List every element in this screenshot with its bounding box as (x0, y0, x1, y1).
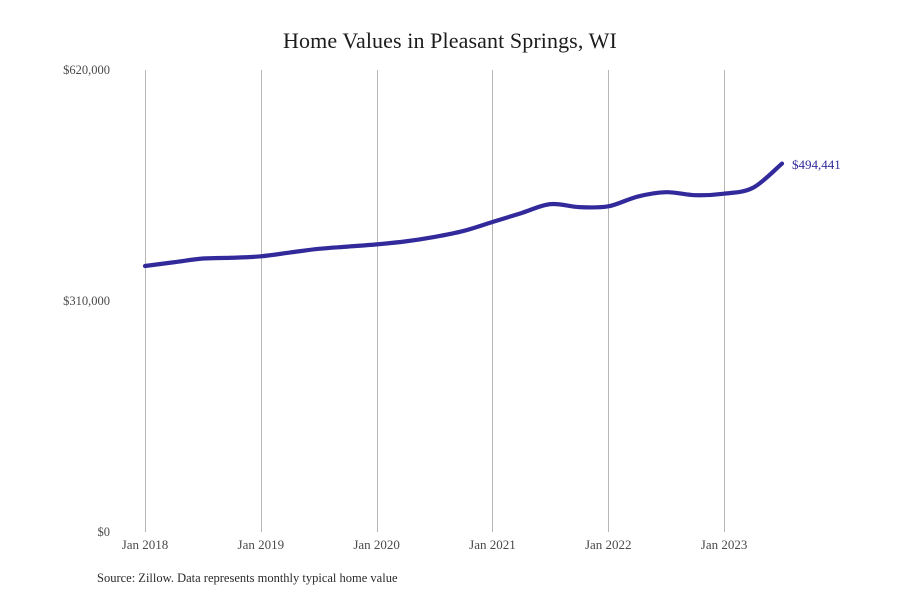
x-axis-tick-2019-01: Jan 2019 (237, 537, 285, 552)
x-axis-tick-2022-01: Jan 2022 (584, 537, 632, 552)
gridline-2023-01 (724, 70, 726, 532)
gridline-2018-01 (145, 70, 146, 532)
y-axis-tick-620000: $620,000 (63, 63, 110, 77)
y-axis-tick-310000: $310,000 (63, 294, 110, 308)
y-axis-tick-0: $0 (97, 525, 111, 539)
gridline-2022-01 (608, 70, 610, 532)
gridline-2020-01 (376, 70, 378, 532)
x-axis-tick-2021-01: Jan 2021 (469, 537, 516, 552)
gridline-2021-01 (492, 70, 494, 532)
x-axis-tick-2020-01: Jan 2020 (353, 537, 400, 552)
line-series-typical-home-value (142, 161, 785, 269)
gridline-2019-01 (260, 70, 262, 532)
x-axis-tick-2023-01: Jan 2023 (700, 537, 748, 552)
x-axis-tick-2018-01: Jan 2018 (121, 537, 169, 552)
series-end-value-label: $494,441 (792, 156, 841, 172)
source-note: Source: Zillow. Data represents monthly … (97, 571, 398, 585)
chart-title: Home Values in Pleasant Springs, WI (283, 28, 617, 53)
